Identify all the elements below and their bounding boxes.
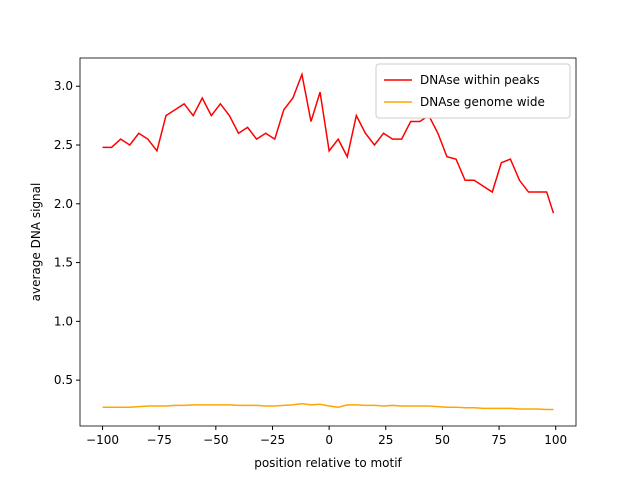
- data-line: [102, 402, 554, 411]
- legend-box: [375, 63, 571, 119]
- x-tick-label: 75: [491, 433, 506, 447]
- legend-label: DNAse within peaks: [420, 73, 540, 87]
- x-tick-label: 25: [378, 433, 393, 447]
- plot-frame: [79, 57, 577, 427]
- x-tick-label: 100: [544, 433, 567, 447]
- y-tick-label: 1.0: [54, 314, 73, 328]
- x-tick-label: 0: [325, 433, 333, 447]
- data-line: [102, 71, 555, 214]
- x-axis-label: position relative to motif: [254, 456, 402, 470]
- x-tick-label: −100: [86, 433, 119, 447]
- y-tick-label: 2.0: [54, 197, 73, 211]
- x-tick-label: −25: [260, 433, 285, 447]
- y-axis-label: average DNA signal: [29, 183, 43, 302]
- y-tick-label: 2.5: [54, 138, 73, 152]
- x-tick-label: −75: [147, 433, 172, 447]
- y-tick-label: 0.5: [54, 373, 73, 387]
- x-tick-label: −50: [203, 433, 228, 447]
- y-tick-label: 1.5: [54, 256, 73, 270]
- x-tick-label: 50: [435, 433, 450, 447]
- legend-label: DNAse genome wide: [420, 95, 545, 109]
- y-tick-label: 3.0: [54, 79, 73, 93]
